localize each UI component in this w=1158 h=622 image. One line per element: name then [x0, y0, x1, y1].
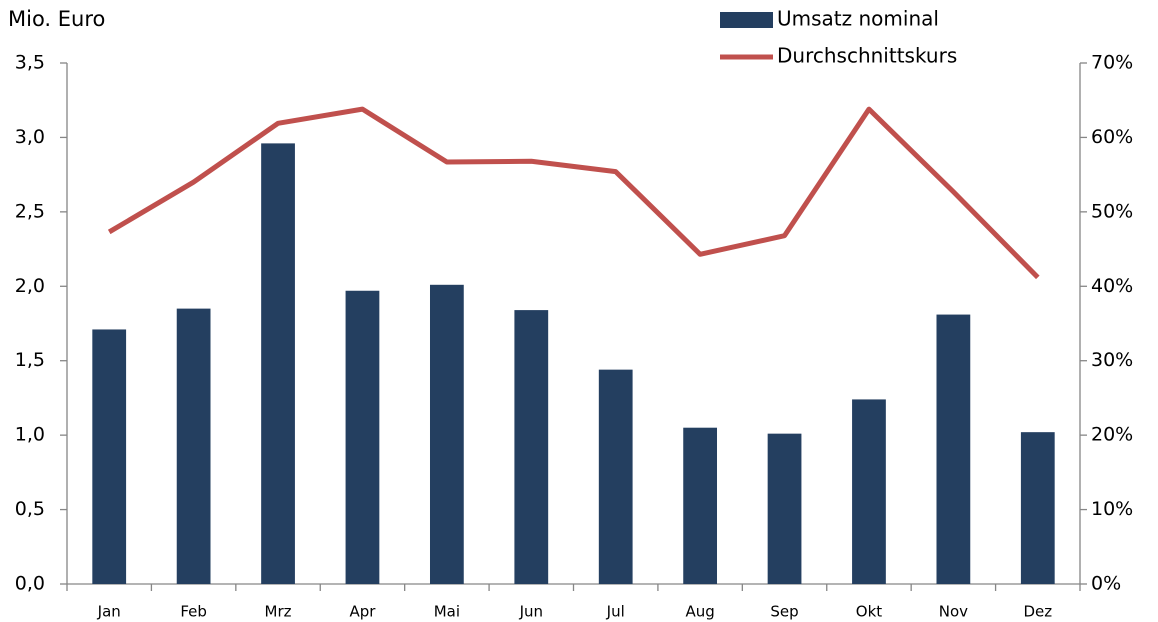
y2-tick-label: 10%	[1091, 498, 1133, 520]
y2-tick-label: 50%	[1091, 200, 1133, 222]
bar	[936, 314, 971, 584]
y2-tick-label: 60%	[1091, 126, 1133, 148]
x-tick-label: Dez	[1023, 603, 1052, 621]
x-tick-label: Mrz	[265, 603, 292, 621]
x-tick-label: Sep	[770, 603, 798, 621]
x-tick-label: Aug	[685, 603, 714, 621]
bar	[683, 427, 718, 584]
y-axis-title: Mio. Euro	[8, 7, 105, 31]
bar	[514, 310, 549, 584]
x-tick-label: Okt	[856, 603, 882, 621]
bar	[345, 290, 380, 584]
x-tick-label: Apr	[349, 603, 376, 621]
y-tick-label: 1,5	[15, 349, 45, 371]
y-tick-label: 0,5	[15, 498, 45, 520]
line	[107, 106, 1040, 280]
bar	[852, 399, 886, 584]
y-tick-label: 3,5	[15, 52, 45, 74]
legend-label: Umsatz nominal	[777, 7, 939, 31]
y2-tick-label: 40%	[1091, 275, 1133, 297]
y2-tick-label: 70%	[1091, 52, 1133, 74]
y2-tick-label: 20%	[1091, 424, 1133, 446]
y2-tick-label: 0%	[1091, 573, 1121, 595]
x-tick-label: Jun	[519, 603, 543, 621]
bar	[767, 433, 802, 584]
x-tick-label: Feb	[180, 603, 207, 621]
bar	[92, 329, 127, 584]
x-tick-label: Jan	[97, 603, 121, 621]
bar	[261, 143, 295, 584]
legend-swatch	[720, 12, 773, 28]
x-tick-label: Jul	[606, 603, 625, 621]
x-tick-label: Mai	[434, 603, 460, 621]
y-tick-label: 0,0	[15, 573, 45, 595]
bar	[598, 369, 633, 584]
y2-tick-label: 30%	[1091, 349, 1133, 371]
y-tick-label: 2,5	[15, 200, 45, 222]
x-tick-label: Nov	[939, 603, 968, 621]
legend-label: Durchschnittskurs	[777, 44, 957, 68]
bar	[429, 284, 464, 584]
bar	[176, 308, 211, 584]
bar	[1020, 432, 1055, 584]
y-tick-label: 1,0	[15, 424, 45, 446]
y-tick-label: 2,0	[15, 275, 45, 297]
y-tick-label: 3,0	[15, 126, 45, 148]
